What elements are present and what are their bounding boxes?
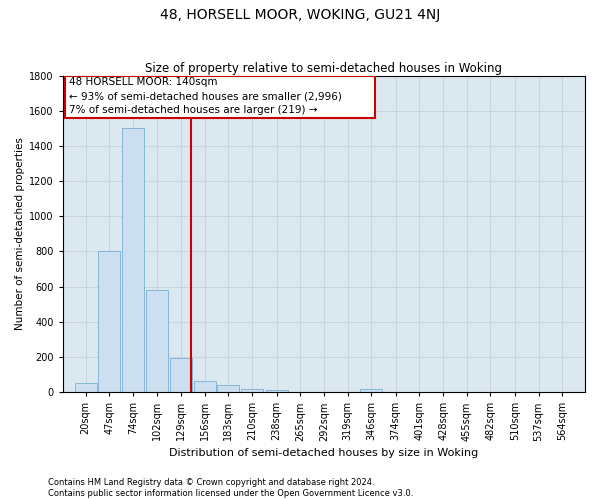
Y-axis label: Number of semi-detached properties: Number of semi-detached properties xyxy=(15,138,25,330)
Text: 48, HORSELL MOOR, WOKING, GU21 4NJ: 48, HORSELL MOOR, WOKING, GU21 4NJ xyxy=(160,8,440,22)
Bar xyxy=(241,388,263,392)
Bar xyxy=(122,128,144,392)
Text: 48 HORSELL MOOR: 140sqm
← 93% of semi-detached houses are smaller (2,996)
7% of : 48 HORSELL MOOR: 140sqm ← 93% of semi-de… xyxy=(69,77,342,115)
Bar xyxy=(98,252,120,392)
FancyBboxPatch shape xyxy=(65,76,375,118)
X-axis label: Distribution of semi-detached houses by size in Woking: Distribution of semi-detached houses by … xyxy=(169,448,479,458)
Title: Size of property relative to semi-detached houses in Woking: Size of property relative to semi-detach… xyxy=(145,62,502,74)
Bar xyxy=(266,390,287,392)
Bar xyxy=(360,388,382,392)
Bar xyxy=(217,385,239,392)
Bar xyxy=(146,290,169,392)
Bar xyxy=(170,358,192,392)
Text: Contains HM Land Registry data © Crown copyright and database right 2024.
Contai: Contains HM Land Registry data © Crown c… xyxy=(48,478,413,498)
Bar xyxy=(74,384,97,392)
Bar xyxy=(194,380,216,392)
